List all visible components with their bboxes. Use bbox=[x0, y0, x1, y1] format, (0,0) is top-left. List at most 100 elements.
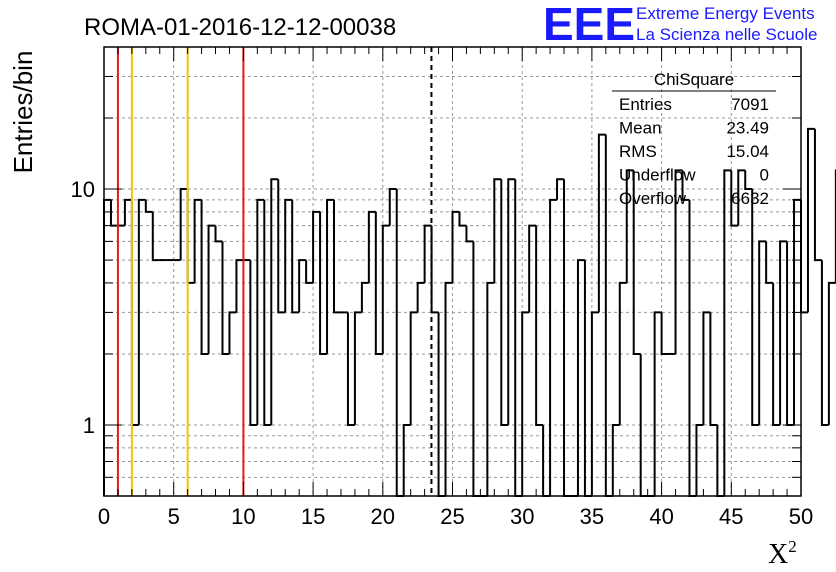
histogram-bin-6 bbox=[144, 199, 153, 213]
histogram-bin-93 bbox=[751, 189, 760, 426]
stats-title: ChiSquare bbox=[654, 70, 734, 89]
stats-label-entries: Entries bbox=[619, 95, 672, 114]
histogram-bin-96 bbox=[772, 282, 781, 426]
histogram-bin-37 bbox=[360, 281, 369, 313]
histogram-bin-50 bbox=[451, 210, 460, 283]
histogram-bin-91 bbox=[737, 169, 746, 226]
histogram-bin-49 bbox=[444, 281, 453, 496]
stats-box: ChiSquare Entries 7091 Mean 23.49 RMS 15.04 Und… bbox=[612, 70, 776, 208]
histogram-bin-68 bbox=[576, 259, 585, 496]
histogram-bin-70 bbox=[590, 311, 599, 496]
histogram-bin-58 bbox=[507, 178, 516, 425]
histogram-bin-38 bbox=[367, 210, 376, 283]
histogram-bin-60 bbox=[521, 311, 530, 496]
histogram-bars bbox=[103, 127, 836, 497]
histogram-bin-73 bbox=[611, 423, 620, 496]
axis-ticks: 0 5 10 15 20 25 30 35 40 45 50 1 10 bbox=[71, 46, 813, 529]
histogram-bin-52 bbox=[465, 225, 474, 243]
y-tick-label-0: 1 bbox=[83, 413, 95, 438]
histogram-bin-43 bbox=[402, 423, 411, 496]
logo-mark: EEE bbox=[543, 0, 635, 50]
x-axis-label-base: X bbox=[768, 539, 788, 570]
histogram-bin-102 bbox=[813, 128, 822, 262]
histogram-bin-15 bbox=[207, 224, 216, 354]
histogram-bin-57 bbox=[500, 179, 509, 426]
histogram-bin-35 bbox=[346, 312, 355, 426]
histogram-bin-5 bbox=[137, 198, 146, 425]
histogram-bin-29 bbox=[305, 260, 314, 284]
histogram-bin-25 bbox=[277, 179, 286, 314]
histogram-bin-103 bbox=[820, 260, 829, 426]
histogram-bin-11 bbox=[179, 188, 188, 261]
stats-label-rms: RMS bbox=[619, 142, 657, 161]
y-tick-label-1: 10 bbox=[71, 177, 95, 202]
histogram-bin-46 bbox=[423, 224, 432, 283]
x-tick-label-10: 50 bbox=[789, 504, 813, 529]
histogram-bin-47 bbox=[430, 225, 439, 314]
histogram-bin-48 bbox=[437, 312, 446, 497]
eee-logo: EEE Extreme Energy Events La Scienza nel… bbox=[543, 0, 817, 50]
histogram-bin-33 bbox=[333, 199, 341, 314]
histogram-bin-16 bbox=[214, 225, 223, 243]
stats-label-overflow: Overflow bbox=[619, 189, 687, 208]
histogram-bin-94 bbox=[758, 240, 767, 425]
histogram-bin-64 bbox=[549, 198, 558, 496]
histogram-bin-17 bbox=[221, 241, 230, 355]
histogram-bin-62 bbox=[535, 225, 544, 426]
x-tick-label-1: 5 bbox=[168, 504, 180, 529]
histogram-bin-80 bbox=[660, 312, 669, 355]
histogram-bin-90 bbox=[730, 170, 739, 227]
histogram-bin-14 bbox=[200, 199, 209, 355]
histogram-bin-56 bbox=[493, 178, 502, 283]
stats-value-overflow: 6632 bbox=[731, 189, 769, 208]
histogram-bin-3 bbox=[123, 198, 132, 226]
histogram-bin-59 bbox=[514, 179, 523, 497]
histogram-bin-28 bbox=[298, 259, 307, 313]
histogram-bin-42 bbox=[395, 189, 404, 497]
chart-title: ROMA-01-2016-12-12-00038 bbox=[84, 14, 396, 41]
histogram-bin-97 bbox=[779, 240, 788, 425]
stats-value-rms: 15.04 bbox=[726, 142, 769, 161]
stats-value-underflow: 0 bbox=[760, 166, 769, 185]
histogram-bin-30 bbox=[312, 210, 321, 283]
histogram-bin-22 bbox=[256, 198, 265, 425]
x-tick-label-6: 30 bbox=[510, 504, 534, 529]
histogram-bin-23 bbox=[263, 199, 272, 426]
histogram-bin-66 bbox=[563, 179, 571, 497]
histogram-bin-98 bbox=[786, 241, 795, 426]
histogram-bin-26 bbox=[284, 198, 293, 313]
histogram-bin-76 bbox=[632, 170, 641, 355]
histogram-bin-13 bbox=[193, 198, 202, 283]
stats-value-entries: 7091 bbox=[731, 95, 769, 114]
histogram-bin-55 bbox=[486, 281, 495, 496]
histogram-bin-74 bbox=[618, 281, 627, 425]
histogram-bin-36 bbox=[353, 311, 362, 425]
histogram-bin-95 bbox=[765, 241, 774, 284]
x-tick-label-9: 45 bbox=[719, 504, 743, 529]
histogram-bin-41 bbox=[388, 188, 397, 226]
histogram-bin-39 bbox=[374, 211, 383, 355]
histogram-bin-7 bbox=[151, 211, 160, 262]
histogram-bin-75 bbox=[625, 169, 634, 283]
histogram-bin-12 bbox=[186, 189, 195, 284]
x-tick-label-8: 40 bbox=[649, 504, 673, 529]
x-tick-label-2: 10 bbox=[231, 504, 255, 529]
logo-line2: La Scienza nelle Scuole bbox=[636, 25, 817, 44]
histogram-bin-45 bbox=[416, 281, 425, 313]
stats-label-mean: Mean bbox=[619, 119, 662, 138]
histogram-bin-40 bbox=[381, 224, 390, 354]
histogram-bin-101 bbox=[806, 127, 815, 313]
histogram-bin-32 bbox=[326, 198, 335, 354]
histogram-bin-82 bbox=[674, 169, 683, 354]
histogram-bin-51 bbox=[458, 211, 467, 227]
reference-lines bbox=[116, 47, 433, 496]
histogram-bin-65 bbox=[556, 178, 565, 200]
x-tick-label-3: 15 bbox=[301, 504, 325, 529]
x-axis-label-superscript: 2 bbox=[788, 537, 797, 556]
histogram-bin-21 bbox=[249, 260, 258, 426]
x-axis-label: X2 bbox=[768, 537, 797, 570]
x-tick-label-5: 25 bbox=[440, 504, 464, 529]
histogram-bin-89 bbox=[723, 169, 732, 496]
histogram-bin-18 bbox=[228, 311, 237, 354]
